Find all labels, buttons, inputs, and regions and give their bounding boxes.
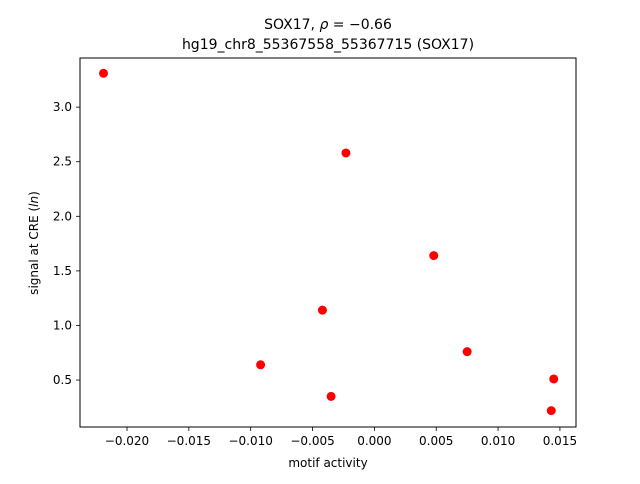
x-axis-label: motif activity bbox=[288, 456, 367, 470]
x-tick-label: 0.005 bbox=[419, 434, 453, 448]
x-axis-ticks: −0.020 −0.015 −0.010 −0.005 0.000 0.005 0.010 0… bbox=[105, 427, 577, 448]
x-tick-label: −0.015 bbox=[167, 434, 211, 448]
x-tick-label: 0.000 bbox=[357, 434, 391, 448]
data-points bbox=[99, 68, 559, 416]
y-tick-label: 2.5 bbox=[53, 155, 72, 169]
chart-title-line1: SOX17, ρ = −0.66 bbox=[264, 17, 392, 33]
x-tick-label: −0.010 bbox=[228, 434, 272, 448]
y-axis-label: signal at CRE (ln) bbox=[27, 191, 41, 295]
y-tick-label: 1.5 bbox=[53, 264, 72, 278]
data-point bbox=[341, 148, 351, 158]
y-tick-label: 3.0 bbox=[53, 100, 72, 114]
plot-area-frame bbox=[79, 57, 577, 428]
x-tick-label: −0.020 bbox=[105, 434, 149, 448]
data-point bbox=[317, 305, 327, 315]
x-tick-label: 0.010 bbox=[481, 434, 515, 448]
chart-title-line2: hg19_chr8_55367558_55367715 (SOX17) bbox=[182, 37, 474, 53]
data-point bbox=[326, 391, 336, 401]
data-point bbox=[462, 347, 472, 357]
data-point bbox=[549, 374, 559, 384]
data-point bbox=[99, 68, 109, 78]
y-tick-label: 2.0 bbox=[53, 209, 72, 223]
data-point bbox=[429, 251, 439, 261]
x-tick-label: 0.015 bbox=[543, 434, 577, 448]
y-axis-ticks: 0.5 1.0 1.5 2.0 2.5 3.0 bbox=[53, 100, 80, 387]
data-point bbox=[256, 360, 266, 370]
x-tick-label: −0.005 bbox=[290, 434, 334, 448]
y-tick-label: 1.0 bbox=[53, 318, 72, 332]
y-tick-label: 0.5 bbox=[53, 373, 72, 387]
data-point bbox=[546, 406, 556, 416]
